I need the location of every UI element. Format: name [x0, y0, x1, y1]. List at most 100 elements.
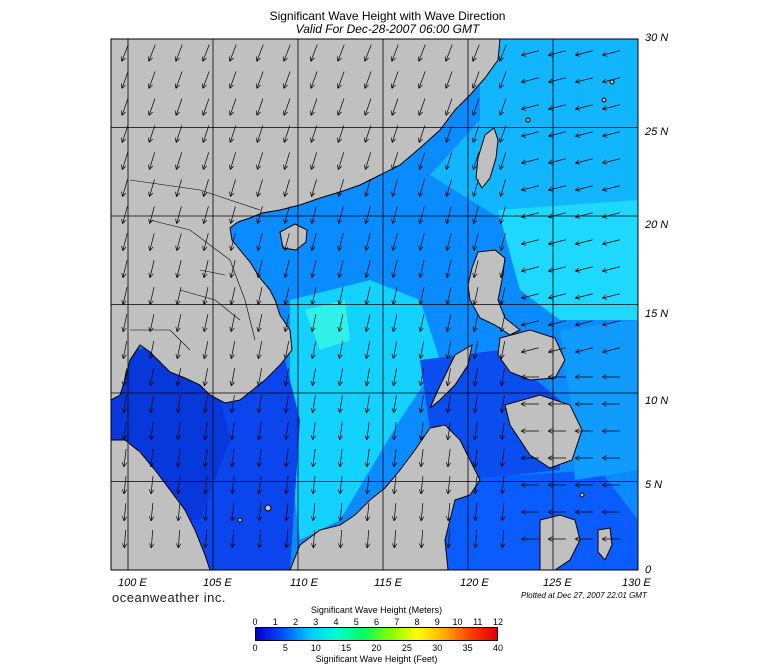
wave-direction-arrow — [175, 125, 183, 143]
wave-direction-arrow — [471, 44, 480, 62]
wave-direction-arrow — [337, 179, 344, 197]
wave-direction-arrow — [547, 374, 566, 380]
wave-direction-arrow — [574, 455, 593, 461]
wave-direction-arrow — [520, 401, 539, 407]
wave-direction-arrow — [445, 503, 452, 522]
wave-direction-arrow — [284, 530, 290, 549]
wave-direction-arrow — [472, 233, 479, 251]
wave-direction-arrow — [175, 179, 182, 197]
wave-direction-arrow — [364, 152, 372, 170]
wave-direction-arrow — [575, 320, 593, 327]
wave-direction-arrow — [283, 152, 291, 170]
wave-direction-arrow — [337, 395, 343, 414]
wave-direction-arrow — [310, 98, 318, 116]
wave-direction-arrow — [148, 233, 155, 251]
wave-direction-arrow — [499, 341, 506, 360]
colorbar-meters-tick: 0 — [252, 617, 258, 627]
wave-direction-arrow — [256, 206, 263, 224]
wave-direction-arrow — [230, 530, 236, 549]
lat-label-30n: 30 N — [645, 32, 669, 44]
colorbar-feet-tick: 20 — [371, 643, 382, 653]
colorbar-meters-tick: 5 — [353, 617, 359, 627]
wave-direction-arrow — [255, 71, 264, 89]
wave-direction-arrow — [121, 233, 128, 251]
lat-label-15n: 15 N — [645, 308, 669, 320]
wave-direction-arrow — [364, 341, 371, 360]
wave-direction-arrow — [602, 239, 620, 246]
wave-direction-arrow — [575, 158, 593, 165]
wave-direction-arrow — [418, 449, 424, 468]
wave-direction-arrow — [601, 536, 620, 542]
wave-direction-arrow — [418, 260, 425, 278]
wave-direction-arrow — [148, 503, 155, 522]
wave-direction-arrow — [175, 395, 181, 414]
wave-direction-arrow — [574, 428, 593, 434]
wave-direction-arrow — [229, 476, 236, 495]
wave-direction-arrow — [391, 449, 397, 468]
wave-direction-arrow — [391, 503, 398, 522]
wave-direction-arrow — [472, 503, 479, 522]
wave-direction-arrow — [575, 212, 593, 219]
wave-direction-arrow — [521, 131, 539, 138]
wave-direction-arrow — [391, 179, 398, 197]
wave-direction-arrow — [310, 179, 317, 197]
wave-direction-arrow — [364, 125, 372, 143]
colorbar-feet-tick: 10 — [310, 643, 321, 653]
lon-label-115e: 115 E — [374, 577, 402, 589]
wave-direction-arrow — [283, 233, 290, 251]
wave-direction-arrow — [575, 239, 593, 246]
colorbar-meters-tick: 2 — [292, 617, 299, 627]
wave-direction-arrow — [283, 179, 290, 197]
wave-direction-arrow — [148, 260, 155, 278]
wave-direction-arrow — [121, 476, 128, 495]
wave-direction-arrow — [121, 179, 128, 197]
land-china — [111, 39, 501, 404]
wave-direction-arrow — [602, 266, 620, 273]
wave-direction-arrow — [499, 260, 506, 278]
wave-direction-arrow — [283, 368, 289, 387]
wave-direction-arrow — [310, 503, 317, 522]
wave-zone-celebes — [430, 470, 638, 570]
wave-direction-arrow — [392, 530, 398, 549]
wave-direction-arrow — [175, 152, 183, 170]
wave-direction-arrow — [202, 422, 208, 441]
wave-direction-arrow — [445, 98, 453, 116]
wave-direction-arrow — [521, 266, 539, 273]
wave-direction-arrow — [309, 71, 318, 89]
colorbar-feet-tick: 0 — [252, 643, 258, 653]
colorbar-meters-tick: 9 — [434, 617, 440, 627]
wave-direction-arrow — [499, 422, 505, 441]
wave-direction-arrow — [419, 530, 425, 549]
wave-direction-arrow — [120, 71, 129, 89]
colorbar-feet-tick: 30 — [432, 643, 443, 653]
wave-direction-arrow — [574, 401, 593, 407]
wave-direction-arrow — [283, 422, 289, 441]
wave-direction-arrow — [337, 98, 345, 116]
wave-direction-arrow — [391, 260, 398, 278]
wave-direction-arrow — [202, 395, 208, 414]
wave-direction-arrow — [121, 368, 127, 387]
wave-direction-arrow — [121, 395, 127, 414]
wave-direction-arrow — [121, 125, 129, 143]
wave-direction-arrow — [175, 233, 182, 251]
wave-direction-arrow — [473, 530, 479, 549]
wave-direction-arrow — [255, 44, 264, 62]
wave-direction-arrow — [364, 98, 372, 116]
wave-direction-arrow — [548, 293, 566, 300]
wave-direction-arrow — [256, 476, 263, 495]
wave-direction-arrow — [499, 395, 505, 414]
lat-label-25n: 25 N — [645, 126, 669, 138]
wave-direction-arrow — [521, 239, 539, 246]
wave-direction-arrow — [147, 71, 156, 89]
wave-direction-arrow — [309, 44, 318, 62]
wave-direction-arrow — [229, 179, 236, 197]
wave-direction-arrow — [310, 314, 317, 333]
wave-direction-arrow — [521, 158, 539, 165]
wave-direction-arrow — [202, 260, 209, 278]
wave-direction-arrow — [445, 449, 451, 468]
wave-direction-arrow — [364, 314, 371, 333]
wave-direction-arrow — [282, 44, 291, 62]
wave-direction-arrow — [575, 131, 593, 138]
wave-direction-arrow — [174, 44, 183, 62]
wave-direction-arrow — [418, 152, 426, 170]
